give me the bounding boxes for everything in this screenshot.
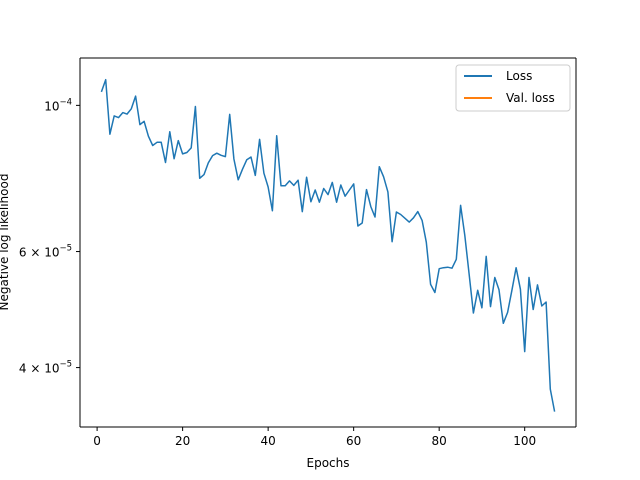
legend-label-val-loss: Val. loss — [506, 91, 555, 105]
y-tick-label: 6 × 10−5 — [19, 244, 72, 260]
x-tick-label: 40 — [260, 434, 275, 448]
x-tick-label: 20 — [175, 434, 190, 448]
series-layer — [100, 78, 556, 412]
x-axis-label: Epochs — [307, 456, 350, 470]
plot-area — [80, 58, 576, 427]
x-tick-label: 100 — [513, 434, 536, 448]
y-tick-label: 4 × 10−5 — [19, 360, 72, 376]
x-tick-label: 0 — [93, 434, 101, 448]
x-tick-label: 80 — [432, 434, 447, 448]
axes-background — [80, 58, 576, 427]
legend-label-loss: Loss — [506, 69, 532, 83]
legend: Loss Val. loss — [455, 64, 571, 112]
x-tick-label: 60 — [346, 434, 361, 448]
axes-frame — [79, 57, 577, 428]
y-axis-label: Negative log likelihood — [0, 174, 11, 311]
x-axis-ticks: 0 20 40 60 80 100 — [93, 427, 536, 448]
series-line-loss — [100, 78, 556, 412]
y-tick-label: 10−4 — [44, 97, 72, 113]
y-axis-ticks: 10−4 6 × 10−5 4 × 10−5 — [19, 97, 80, 376]
